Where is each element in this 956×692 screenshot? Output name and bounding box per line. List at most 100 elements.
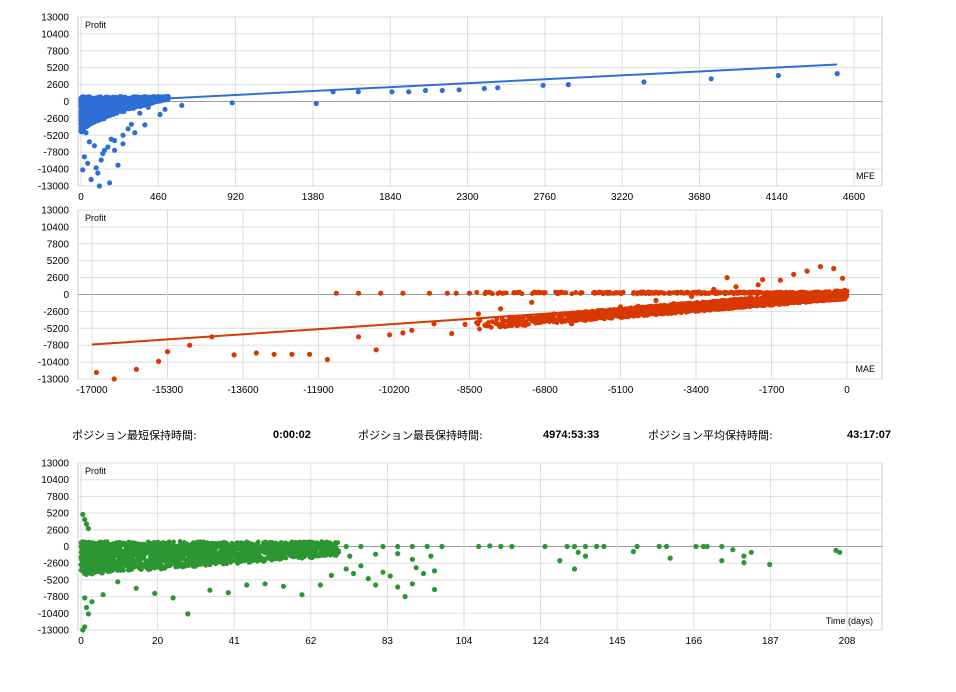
data-point [822,297,828,302]
data-point [439,87,445,94]
data-point [697,289,703,295]
y-tick-label: 5200 [47,256,70,267]
data-point [760,303,766,308]
data-point [760,277,766,283]
data-point [81,105,86,110]
data-point [462,321,468,327]
data-point [466,290,473,296]
data-point [750,289,756,295]
x-tick-label: 920 [227,192,244,203]
data-point [96,183,103,189]
x-tick-label: -13600 [227,385,259,396]
data-point [133,366,139,372]
data-point [679,290,684,296]
y-tick-label: -2600 [43,559,69,570]
data-point [444,290,450,296]
data-point [88,110,94,116]
x-tick-label: 4600 [843,192,866,203]
data-point [313,100,319,107]
data-point [701,307,707,313]
data-point [83,130,89,136]
data-point [86,139,92,145]
data-point [82,121,87,127]
x-tick-label: 0 [78,192,84,203]
data-point [547,317,553,322]
data-point [733,284,739,290]
data-point [715,306,721,311]
y-tick-label: -13000 [38,182,70,193]
x-tick-label: 41 [229,636,241,647]
data-point [534,319,540,324]
data-point [666,290,671,296]
data-point [482,291,488,297]
data-point [628,310,634,316]
data-point [81,154,87,160]
data-point [96,116,102,122]
data-point [621,311,627,317]
data-point [95,170,101,176]
x-tick-label: 20 [152,636,164,647]
data-point [586,316,593,322]
data-point [769,302,775,308]
data-point [355,334,362,340]
data-point [453,290,459,296]
data-point [680,308,686,313]
data-point [777,277,784,283]
data-point [514,323,520,329]
y-tick-label: -5200 [43,131,69,142]
data-point [526,321,531,327]
data-point [93,165,99,171]
data-point [253,350,259,356]
x-tick-label: -11900 [303,385,334,396]
x-tick-label: -1700 [759,385,785,396]
data-point [486,289,492,295]
data-point [617,311,623,317]
y-tick-label: -10400 [38,609,70,620]
data-point [633,312,639,317]
data-point [98,112,103,118]
data-point [145,104,151,110]
data-point [144,99,150,105]
data-point [400,330,406,336]
data-point [671,290,677,295]
data-point [755,299,761,305]
data-point [591,314,597,320]
data-point [508,321,514,326]
y-tick-label: -5200 [43,575,69,586]
data-point [565,82,571,88]
y-axis-label: Profit [85,20,107,30]
x-tick-label: 145 [609,636,626,647]
x-tick-label: -10200 [378,385,410,396]
data-point [802,298,808,303]
data-point [78,127,84,133]
data-point [108,136,114,142]
data-point [422,87,429,94]
data-point [649,290,655,296]
data-point [137,110,143,116]
data-point [800,290,806,296]
data-point [604,310,610,316]
y-tick-label: -2600 [43,114,69,125]
x-tick-label: -17000 [76,385,108,396]
y-tick-label: 13000 [41,206,69,217]
data-point [723,303,729,308]
y-tick-label: -7800 [43,341,69,352]
y-axis-label: Profit [85,213,107,223]
data-point [496,322,502,328]
y-tick-label: 10400 [41,29,69,40]
x-tick-label: 1380 [302,192,325,203]
data-point [494,317,500,322]
data-point [685,290,690,296]
y-tick-label: 5200 [47,509,70,520]
data-point [85,105,90,111]
data-point [150,99,156,105]
data-point [121,109,127,115]
data-point [817,264,824,270]
y-tick-label: 10400 [41,475,69,486]
x-tick-label: 2760 [534,192,557,203]
data-point [231,352,237,358]
data-point [804,268,810,274]
data-point [577,290,584,296]
data-point [795,300,800,305]
data-point [456,87,462,93]
